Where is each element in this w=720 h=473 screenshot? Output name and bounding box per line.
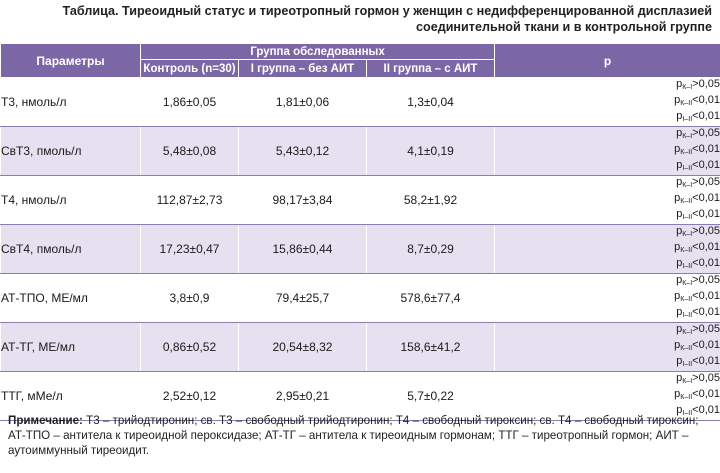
p-line: pК–I>0,05 [676, 78, 720, 92]
param-cell: СвТ4, пмоль/л [0, 224, 141, 274]
p-line: pI–II<0,01 [676, 404, 720, 417]
table-row: СвТ4, пмоль/л 17,23±0,47 15,86±0,44 8,7±… [0, 224, 720, 274]
control-cell: 1,86±0,05 [140, 77, 239, 127]
group-2-cell: 578,6±77,4 [366, 273, 495, 323]
group-2-cell: 1,3±0,04 [366, 77, 495, 127]
group-1-cell: 2,95±0,21 [238, 371, 367, 421]
p-line: pК–I>0,05 [676, 372, 720, 386]
caption-line-2: соединительной ткани и в контрольной гру… [416, 20, 712, 34]
thyroid-status-table: Параметры Группа обследованных p Контрол… [0, 43, 720, 421]
p-cell: pК–I>0,05 pК–II<0,01 pI–II<0,01 [494, 224, 720, 274]
group-1-cell: 79,4±25,7 [238, 273, 367, 323]
group-2-cell: 4,1±0,19 [366, 126, 495, 176]
p-line: pI–II<0,01 [676, 159, 720, 172]
param-cell: Т3, нмоль/л [0, 77, 141, 127]
note-text: Т3 – трийодтиронин; св. Т3 – свободный т… [8, 414, 699, 457]
header-group-2: II группа – с АИТ [366, 59, 495, 78]
table-row: Т3, нмоль/л 1,86±0,05 1,81±0,06 1,3±0,04… [0, 77, 720, 127]
control-cell: 5,48±0,08 [140, 126, 239, 176]
param-cell: АТ-ТГ, МЕ/мл [0, 322, 141, 372]
p-line: pI–II<0,01 [676, 306, 720, 319]
group-1-cell: 15,86±0,44 [238, 224, 367, 274]
param-cell: ТТГ, мМе/л [0, 371, 141, 421]
group-1-cell: 5,43±0,12 [238, 126, 367, 176]
p-line: pI–II<0,01 [676, 257, 720, 270]
header-params: Параметры [0, 43, 141, 78]
header-group-1: I группа – без АИТ [238, 59, 367, 78]
group-2-cell: 58,2±1,92 [366, 175, 495, 225]
control-cell: 3,8±0,9 [140, 273, 239, 323]
p-line: pК–I>0,05 [676, 127, 720, 141]
p-cell: pК–I>0,05 pК–II<0,01 pI–II<0,01 [494, 371, 720, 421]
group-2-cell: 8,7±0,29 [366, 224, 495, 274]
p-line: pК–I>0,05 [676, 274, 720, 288]
p-line: pI–II<0,01 [676, 355, 720, 368]
table-note: Примечание: Т3 – трийодтиронин; св. Т3 –… [8, 413, 712, 458]
control-cell: 0,86±0,52 [140, 322, 239, 372]
table-row: АТ-ТПО, МЕ/мл 3,8±0,9 79,4±25,7 578,6±77… [0, 273, 720, 323]
param-cell: АТ-ТПО, МЕ/мл [0, 273, 141, 323]
p-cell: pК–I>0,05 pК–II<0,01 pI–II<0,01 [494, 322, 720, 372]
param-cell: Т4, нмоль/л [0, 175, 141, 225]
group-1-cell: 1,81±0,06 [238, 77, 367, 127]
table-row: СвТ3, пмоль/л 5,48±0,08 5,43±0,12 4,1±0,… [0, 126, 720, 176]
p-line: pК–II<0,01 [674, 241, 720, 254]
param-cell: СвТ3, пмоль/л [0, 126, 141, 176]
header-control: Контроль (n=30) [140, 59, 239, 78]
table-row: Т4, нмоль/л 112,87±2,73 98,17±3,84 58,2±… [0, 175, 720, 225]
header-p: p [494, 43, 720, 78]
p-line: pК–II<0,01 [674, 94, 720, 107]
p-line: pК–II<0,01 [674, 388, 720, 401]
group-1-cell: 20,54±8,32 [238, 322, 367, 372]
group-2-cell: 158,6±41,2 [366, 322, 495, 372]
p-cell: pК–I>0,05 pК–II<0,01 pI–II<0,01 [494, 273, 720, 323]
p-line: pК–II<0,01 [674, 143, 720, 156]
header-group: Группа обследованных [140, 43, 495, 60]
caption-line-1: Таблица. Тиреоидный статус и тиреотропны… [62, 4, 713, 18]
p-cell: pК–I>0,05 pК–II<0,01 pI–II<0,01 [494, 175, 720, 225]
group-2-cell: 5,7±0,22 [366, 371, 495, 421]
p-line: pК–II<0,01 [674, 290, 720, 303]
p-line: pК–I>0,05 [676, 176, 720, 190]
p-line: pI–II<0,01 [676, 110, 720, 123]
note-label: Примечание: [8, 414, 83, 427]
p-cell: pК–I>0,05 pК–II<0,01 pI–II<0,01 [494, 77, 720, 127]
p-line: pК–II<0,01 [674, 192, 720, 205]
control-cell: 17,23±0,47 [140, 224, 239, 274]
table-row: АТ-ТГ, МЕ/мл 0,86±0,52 20,54±8,32 158,6±… [0, 322, 720, 372]
p-line: pI–II<0,01 [676, 208, 720, 221]
group-1-cell: 98,17±3,84 [238, 175, 367, 225]
p-line: pК–II<0,01 [674, 339, 720, 352]
control-cell: 112,87±2,73 [140, 175, 239, 225]
p-cell: pК–I>0,05 pК–II<0,01 pI–II<0,01 [494, 126, 720, 176]
p-line: pК–I>0,05 [676, 323, 720, 337]
table-caption: Таблица. Тиреоидный статус и тиреотропны… [0, 3, 713, 35]
table-row: ТТГ, мМе/л 2,52±0,12 2,95±0,21 5,7±0,22 … [0, 371, 720, 421]
p-line: pК–I>0,05 [676, 225, 720, 239]
